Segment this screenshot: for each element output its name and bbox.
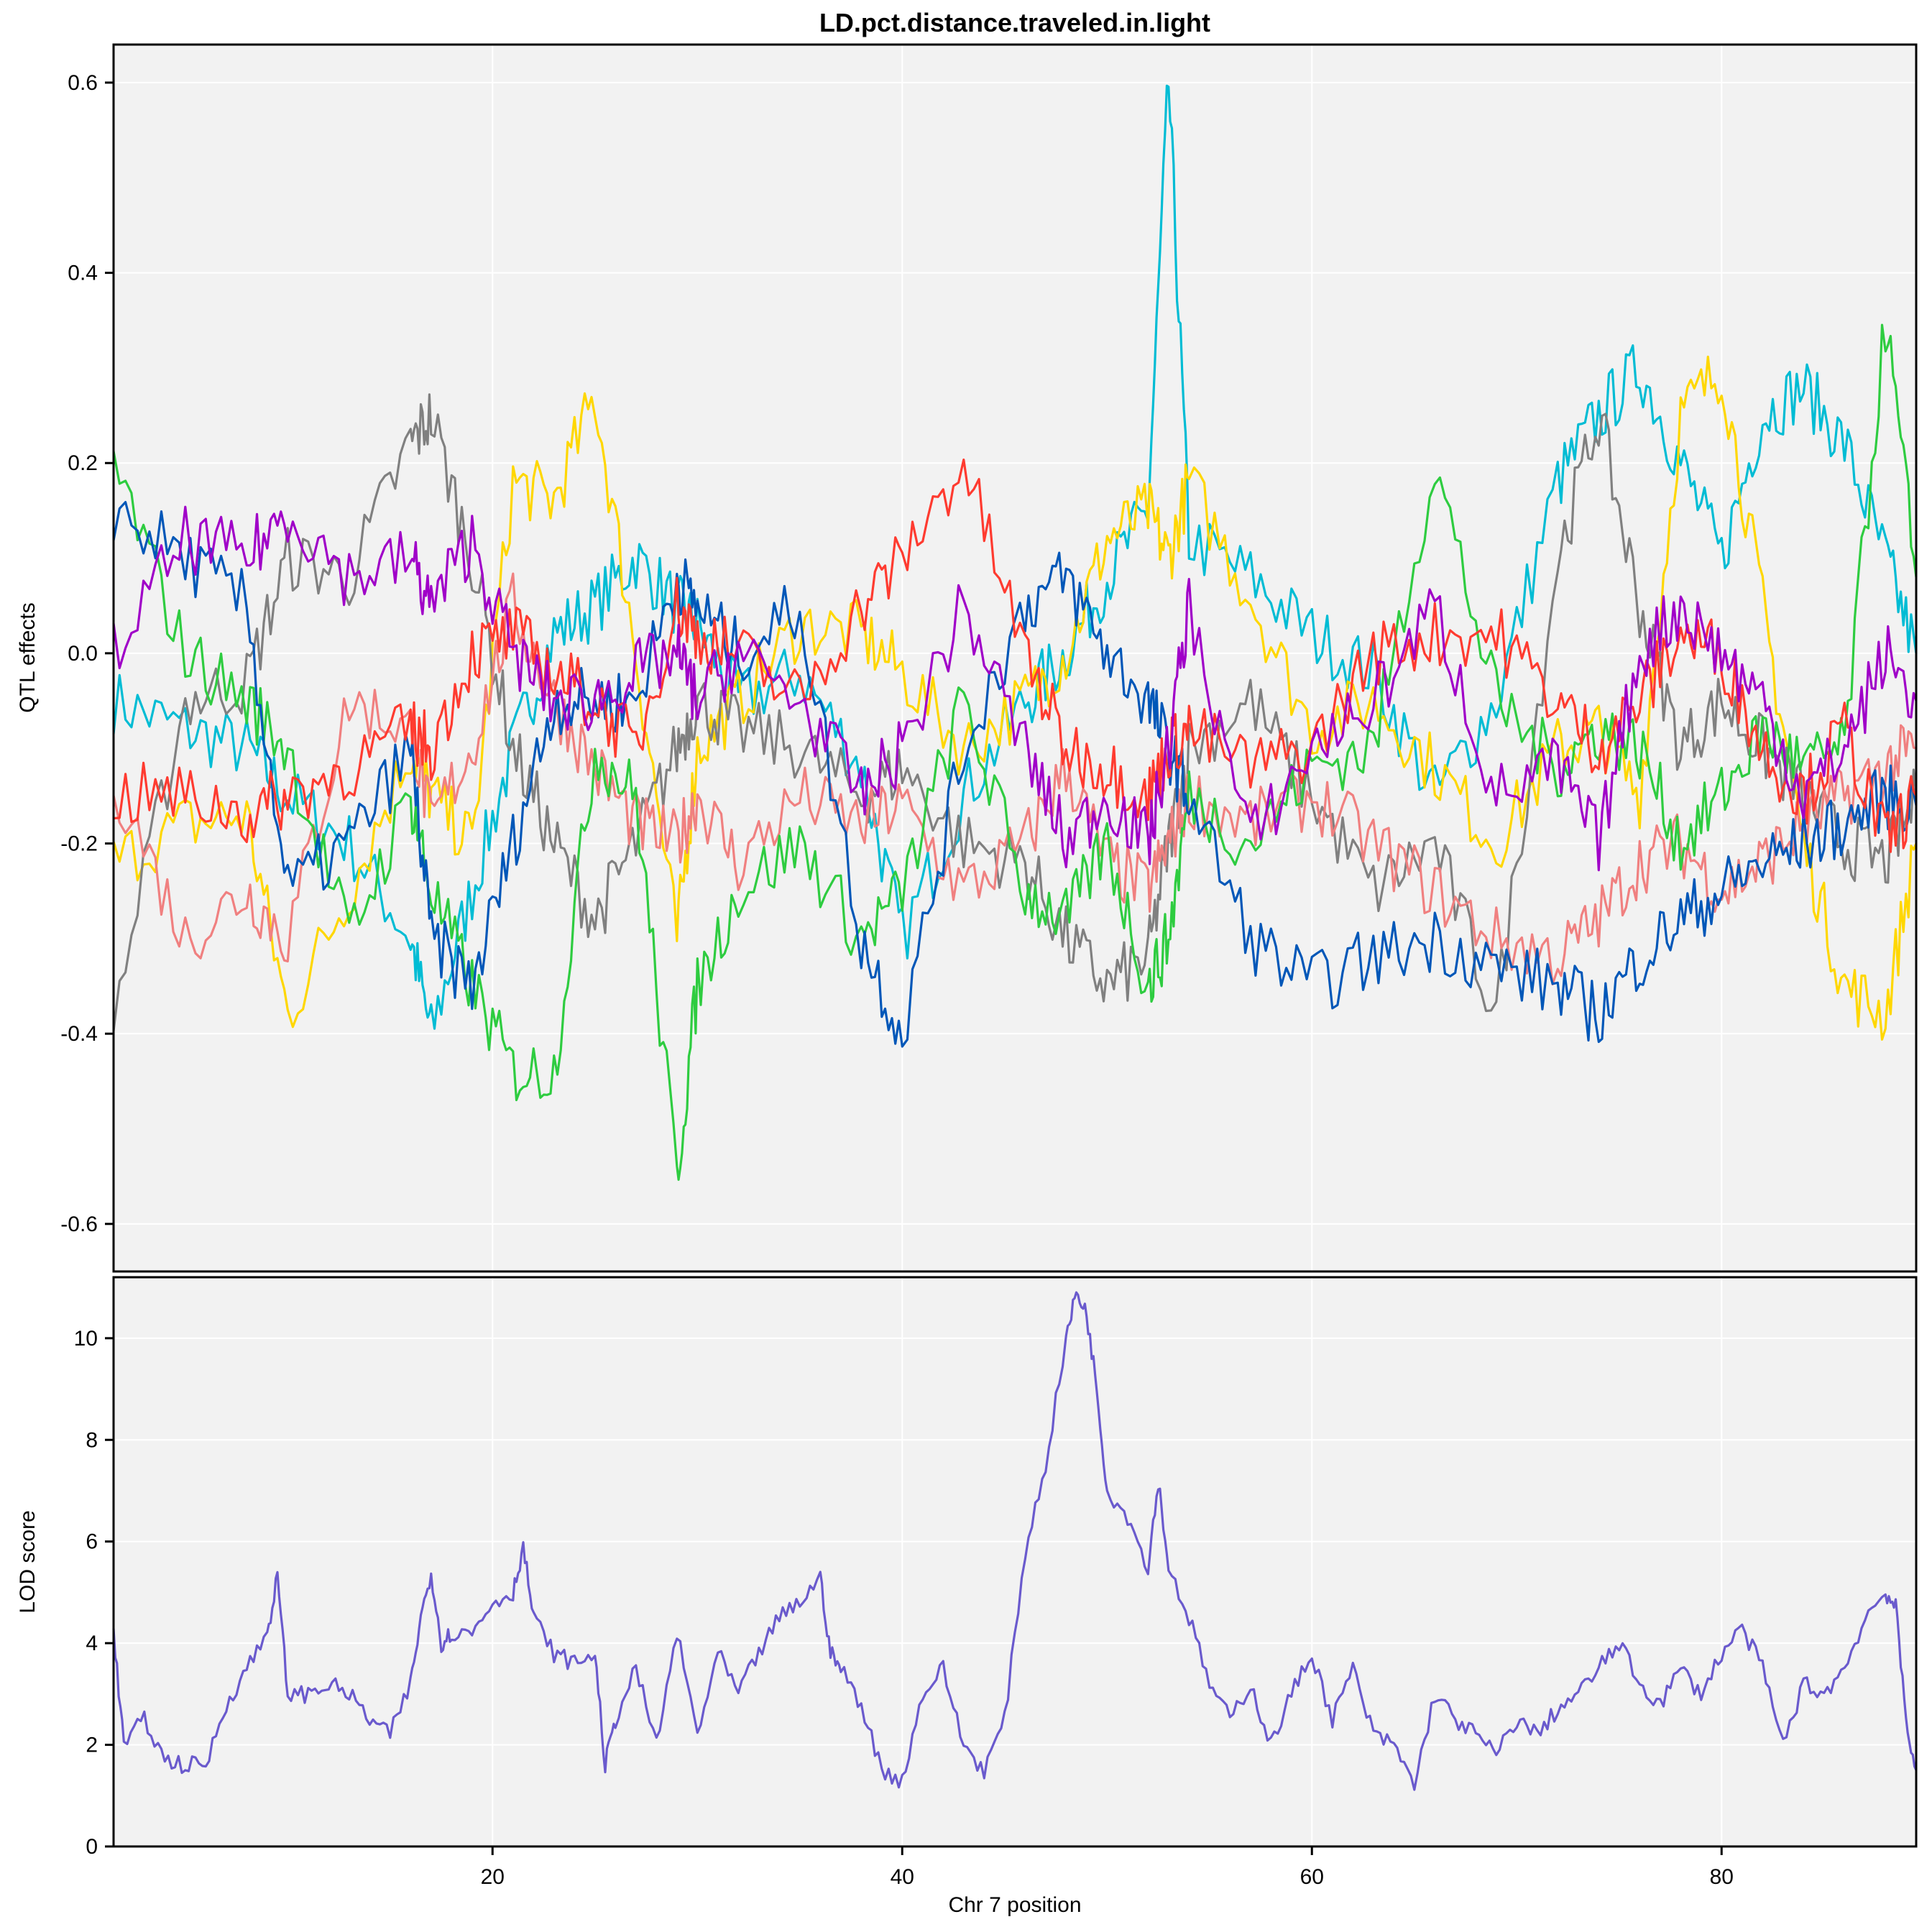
effects-y-ticks: -0.6 -0.4 -0.2 0.0 0.2 0.4 0.6: [60, 71, 114, 1236]
chart-title: LD.pct.distance.traveled.in.light: [819, 8, 1210, 37]
y-tick-label: 0.0: [68, 642, 98, 666]
lod-series: [112, 1291, 1918, 1791]
lod-x-ticks: 20 40 60 80: [481, 1846, 1734, 1889]
effects-series: [112, 84, 1918, 1181]
lod-plot-area: [114, 1277, 1916, 1846]
y-tick-label: 4: [86, 1632, 98, 1655]
y-tick-label: -0.4: [60, 1022, 98, 1046]
effect-series-line: [112, 505, 1918, 872]
x-tick-label: 60: [1300, 1865, 1324, 1889]
effects-y-axis-title: QTL effects: [16, 602, 40, 712]
effect-series-line: [112, 355, 1918, 1041]
y-tick-label: 2: [86, 1734, 98, 1757]
lod-y-ticks: 0 2 4 6 8 10: [74, 1327, 114, 1859]
effects-plot-area: [114, 45, 1916, 1271]
x-tick-label: 80: [1710, 1865, 1734, 1889]
y-tick-label: -0.6: [60, 1213, 98, 1236]
effect-series-line: [112, 323, 1918, 1181]
y-tick-label: 0.6: [68, 71, 98, 95]
y-tick-label: 0.2: [68, 451, 98, 475]
effect-series-line: [113, 458, 1918, 853]
x-tick-label: 20: [481, 1865, 505, 1889]
y-tick-label: 8: [86, 1428, 98, 1452]
y-tick-label: -0.2: [60, 832, 98, 856]
effect-series-line: [112, 84, 1918, 1030]
y-tick-label: 6: [86, 1530, 98, 1554]
y-tick-label: 10: [74, 1327, 98, 1351]
y-tick-label: 0: [86, 1835, 98, 1859]
effect-series-line: [112, 393, 1918, 1031]
effects-frame: [112, 43, 1918, 1273]
effects-gridlines: [114, 45, 1916, 1271]
lod-frame: [112, 1276, 1918, 1848]
y-tick-label: 0.4: [68, 262, 98, 285]
x-tick-label: 40: [891, 1865, 914, 1889]
effects-panel: -0.6 -0.4 -0.2 0.0 0.2 0.4 0.6 QTL effects: [16, 43, 1918, 1273]
effect-series-line: [112, 501, 1918, 1048]
lod-y-axis-title: LOD score: [16, 1510, 40, 1613]
lod-series-line: [112, 1291, 1918, 1791]
lod-panel: 0 2 4 6 8 10 20 40 60 80 LOD score Chr 7 positio…: [16, 1276, 1918, 1917]
x-axis-title: Chr 7 position: [948, 1893, 1081, 1917]
